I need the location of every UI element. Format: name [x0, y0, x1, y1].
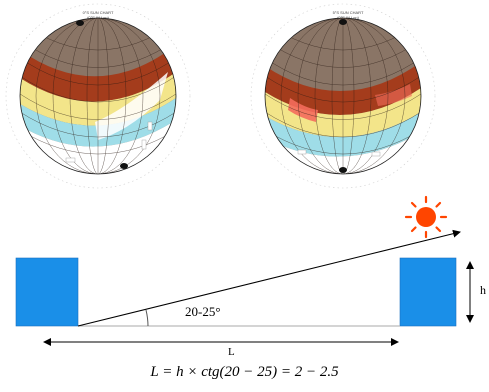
left-sun-chart-title-line2: (0°E W Lon) [87, 15, 109, 20]
sun-ray-line [77, 229, 461, 327]
angle-label: 20-25° [185, 304, 221, 319]
right-building [399, 257, 457, 327]
right-sun-chart-title: 5°S SUN CHART (0°E W Lon) [308, 10, 388, 20]
left-building [15, 257, 79, 327]
right-sun-chart-title-line1: 5°S SUN CHART [332, 10, 364, 15]
left-sun-chart [5, 3, 191, 189]
left-sun-chart-title-line1: 0°S SUN CHART [82, 10, 114, 15]
height-label: h [480, 283, 486, 297]
angle-arc [145, 309, 149, 327]
right-sun-chart [250, 3, 436, 189]
sun-icon [404, 195, 448, 239]
left-sun-chart-title: 0°S SUN CHART (0°E W Lon) [58, 10, 138, 20]
length-label: L [228, 346, 235, 358]
right-sun-chart-title-line2: (0°E W Lon) [337, 15, 359, 20]
shading-formula: L = h × ctg(20 − 25) = 2 − 2.5 [150, 364, 339, 380]
